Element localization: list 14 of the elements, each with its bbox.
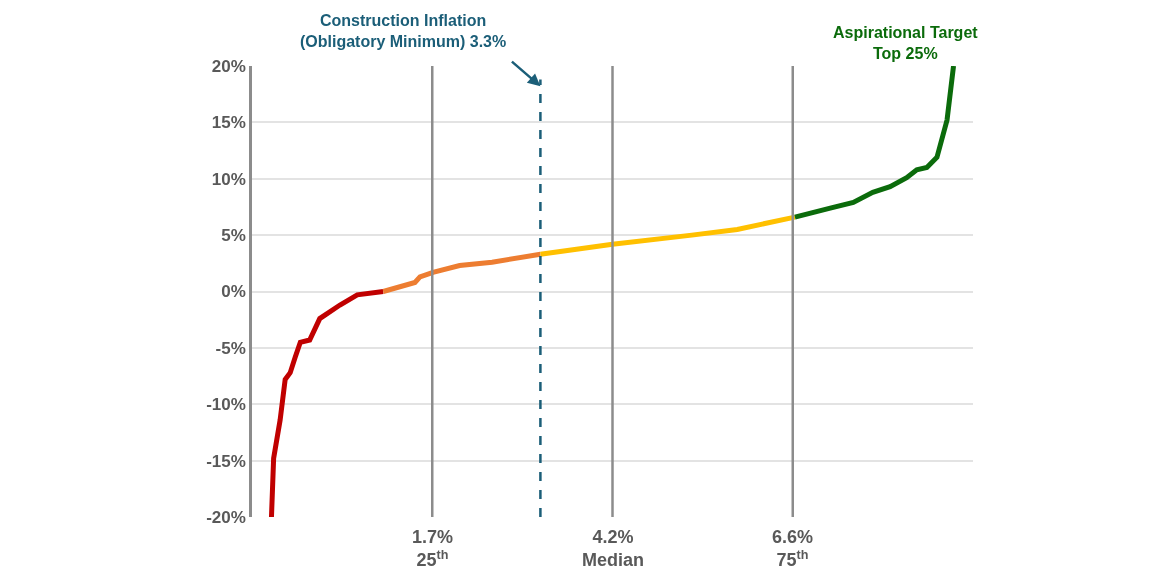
- ref-line-label: 4.2% Median: [582, 527, 645, 571]
- y-tick-label: -20%: [206, 507, 246, 527]
- y-tick-label: 0%: [221, 282, 246, 302]
- y-tick-label: -10%: [206, 395, 246, 415]
- y-tick-label: 5%: [221, 226, 246, 246]
- text: Aspirational Target Top 25%: [833, 24, 979, 62]
- ref-line-label: 1.7% 25$^{th}$: [412, 527, 454, 571]
- y-tick-label: 15%: [211, 113, 246, 133]
- ref-line-label: Construction Inflation (Obligatory Minimum) 3.3%: [300, 12, 507, 50]
- y-tick-label: 20%: [211, 56, 246, 76]
- y-tick-label: -15%: [206, 451, 246, 471]
- y-tick-label: -5%: [215, 338, 246, 358]
- y-tick-label: 10%: [211, 169, 246, 189]
- ref-line-label: 6.6% 75$^{th}$: [772, 527, 814, 571]
